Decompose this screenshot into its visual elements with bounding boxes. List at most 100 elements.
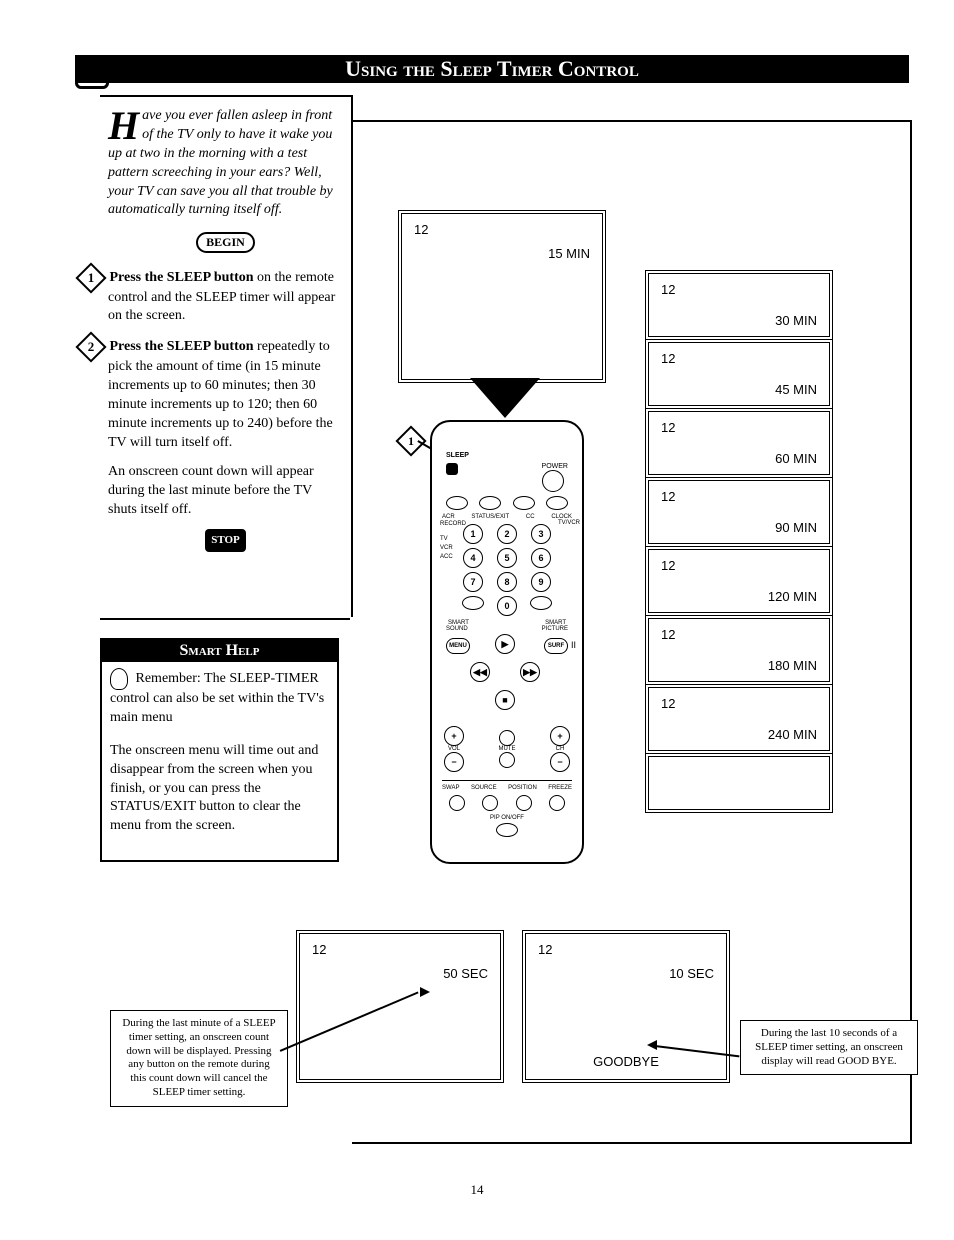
tv-value: 60 MIN bbox=[775, 451, 817, 466]
ch-up-icon: + bbox=[550, 726, 570, 746]
note-countdown-cancel: During the last minute of a SLEEP timer … bbox=[110, 1010, 288, 1107]
smart-help-text-2: The onscreen menu will time out and disa… bbox=[110, 742, 329, 836]
page-number: 14 bbox=[0, 1182, 954, 1198]
remote-small-button bbox=[499, 752, 515, 768]
tv-value: 180 MIN bbox=[768, 658, 817, 673]
num-button: 6 bbox=[531, 548, 551, 568]
num-button: 8 bbox=[497, 572, 517, 592]
tv-screen-120: 12 120 MIN bbox=[645, 546, 833, 616]
manual-page: Using the Sleep Timer Control Have you e… bbox=[0, 0, 954, 1240]
num-button: 5 bbox=[497, 548, 517, 568]
mute-button-icon bbox=[499, 730, 515, 746]
pip-button-icon bbox=[496, 823, 518, 837]
step-2-bold: Press the SLEEP button bbox=[110, 340, 254, 355]
goodbye-label: GOODBYE bbox=[526, 1054, 726, 1069]
tv-screen-tail bbox=[645, 753, 833, 813]
down-arrow-icon bbox=[470, 378, 540, 418]
remote-small-button bbox=[449, 795, 465, 811]
remote-oval-button bbox=[479, 496, 501, 510]
arrow-head-icon bbox=[420, 987, 430, 997]
pause-icon: II bbox=[571, 640, 576, 650]
tv-screen-countdown-50: 12 50 SEC bbox=[296, 930, 504, 1083]
num-button: 2 bbox=[497, 524, 517, 544]
remote-small-label: ACC bbox=[440, 553, 456, 562]
remote-small-label: SOUND bbox=[446, 626, 468, 632]
remote-small-label: FREEZE bbox=[548, 785, 572, 791]
smart-help-text-1: Remember: The SLEEP-TIMER control can al… bbox=[110, 671, 324, 725]
tv-channel: 12 bbox=[661, 489, 675, 504]
column-bottom-rule bbox=[100, 618, 350, 620]
remote-oval-button bbox=[546, 496, 568, 510]
tv-screen-main: 12 15 MIN bbox=[398, 210, 606, 383]
remote-small-label: SWAP bbox=[442, 785, 459, 791]
surf-button: SURF bbox=[544, 638, 568, 654]
nav-left-icon: ◀◀ bbox=[470, 662, 490, 682]
page-title: Using the Sleep Timer Control bbox=[75, 55, 909, 83]
remote-small-label: POSITION bbox=[508, 785, 537, 791]
tv-screen-240: 12 240 MIN bbox=[645, 684, 833, 754]
step-1: 1 Press the SLEEP button on the remote c… bbox=[108, 267, 343, 327]
remote-oval-button bbox=[462, 596, 484, 610]
intro-paragraph: Have you ever fallen asleep in front of … bbox=[108, 107, 343, 220]
num-button: 3 bbox=[531, 524, 551, 544]
tv-value: 50 SEC bbox=[443, 966, 488, 981]
remote-oval-button bbox=[513, 496, 535, 510]
tv-channel: 12 bbox=[661, 627, 675, 642]
instructions-column: Have you ever fallen asleep in front of … bbox=[100, 95, 353, 617]
remote-small-button bbox=[549, 795, 565, 811]
power-button-icon bbox=[542, 470, 564, 492]
step-2-rest: repeatedly to pick the amount of time (i… bbox=[108, 340, 333, 450]
num-button: 7 bbox=[463, 572, 483, 592]
remote-small-label: PICTURE bbox=[542, 626, 568, 632]
num-button: 0 bbox=[497, 596, 517, 616]
nav-right-icon: ▶▶ bbox=[520, 662, 540, 682]
dropcap: H bbox=[108, 107, 142, 143]
ch-down-icon: − bbox=[550, 752, 570, 772]
remote-oval-button bbox=[446, 496, 468, 510]
tv-value: 15 MIN bbox=[548, 246, 590, 261]
remote-control: SLEEP POWER ACR STATUS/EXIT CC CLOCK bbox=[430, 420, 584, 864]
step-1-diamond-icon: 1 bbox=[75, 262, 106, 293]
num-button: 1 bbox=[463, 524, 483, 544]
step-2: 2 Press the SLEEP button repeatedly to p… bbox=[108, 336, 343, 452]
vol-up-icon: + bbox=[444, 726, 464, 746]
tv-channel: 12 bbox=[538, 942, 552, 957]
pip-label: PIP ON/OFF bbox=[440, 815, 574, 821]
tv-channel: 12 bbox=[661, 696, 675, 711]
arrow-head-icon bbox=[647, 1040, 657, 1050]
tv-value: 90 MIN bbox=[775, 520, 817, 535]
sleep-label: SLEEP bbox=[446, 452, 574, 459]
nav-up-icon: ▶ bbox=[495, 634, 515, 654]
note-goodbye: During the last 10 seconds of a SLEEP ti… bbox=[740, 1020, 918, 1075]
vol-label: VOL bbox=[444, 746, 464, 752]
remote-small-button bbox=[516, 795, 532, 811]
tv-screen-90: 12 90 MIN bbox=[645, 477, 833, 547]
tv-screen-countdown-10: 12 10 SEC GOODBYE bbox=[522, 930, 730, 1083]
tv-screen-180: 12 180 MIN bbox=[645, 615, 833, 685]
step-1-bold: Press the SLEEP button bbox=[110, 270, 254, 285]
tv-channel: 12 bbox=[661, 420, 675, 435]
begin-marker: BEGIN bbox=[108, 228, 343, 256]
stop-marker: STOP bbox=[108, 529, 343, 552]
nav-stop-icon: ■ bbox=[495, 690, 515, 710]
remote-small-label: SOURCE bbox=[471, 785, 497, 791]
smart-help-title: Smart Help bbox=[102, 640, 337, 662]
lightbulb-icon bbox=[110, 668, 128, 690]
tv-channel: 12 bbox=[661, 351, 675, 366]
tv-channel: 12 bbox=[661, 558, 675, 573]
remote-small-button bbox=[482, 795, 498, 811]
tv-screen-60: 12 60 MIN bbox=[645, 408, 833, 478]
power-label: POWER bbox=[542, 463, 568, 470]
tv-value: 120 MIN bbox=[768, 589, 817, 604]
tv-channel: 12 bbox=[312, 942, 326, 957]
mute-label: MUTE bbox=[499, 746, 516, 752]
tv-screen-30: 12 30 MIN bbox=[645, 270, 833, 340]
smart-help-panel: Smart Help Remember: The SLEEP-TIMER con… bbox=[100, 638, 339, 862]
remote-small-label: RECORD bbox=[440, 520, 456, 529]
num-button: 4 bbox=[463, 548, 483, 568]
sleep-button-icon bbox=[446, 463, 458, 475]
tv-screen-45: 12 45 MIN bbox=[645, 339, 833, 409]
num-button: 9 bbox=[531, 572, 551, 592]
vol-down-icon: − bbox=[444, 752, 464, 772]
tv-value: 30 MIN bbox=[775, 313, 817, 328]
